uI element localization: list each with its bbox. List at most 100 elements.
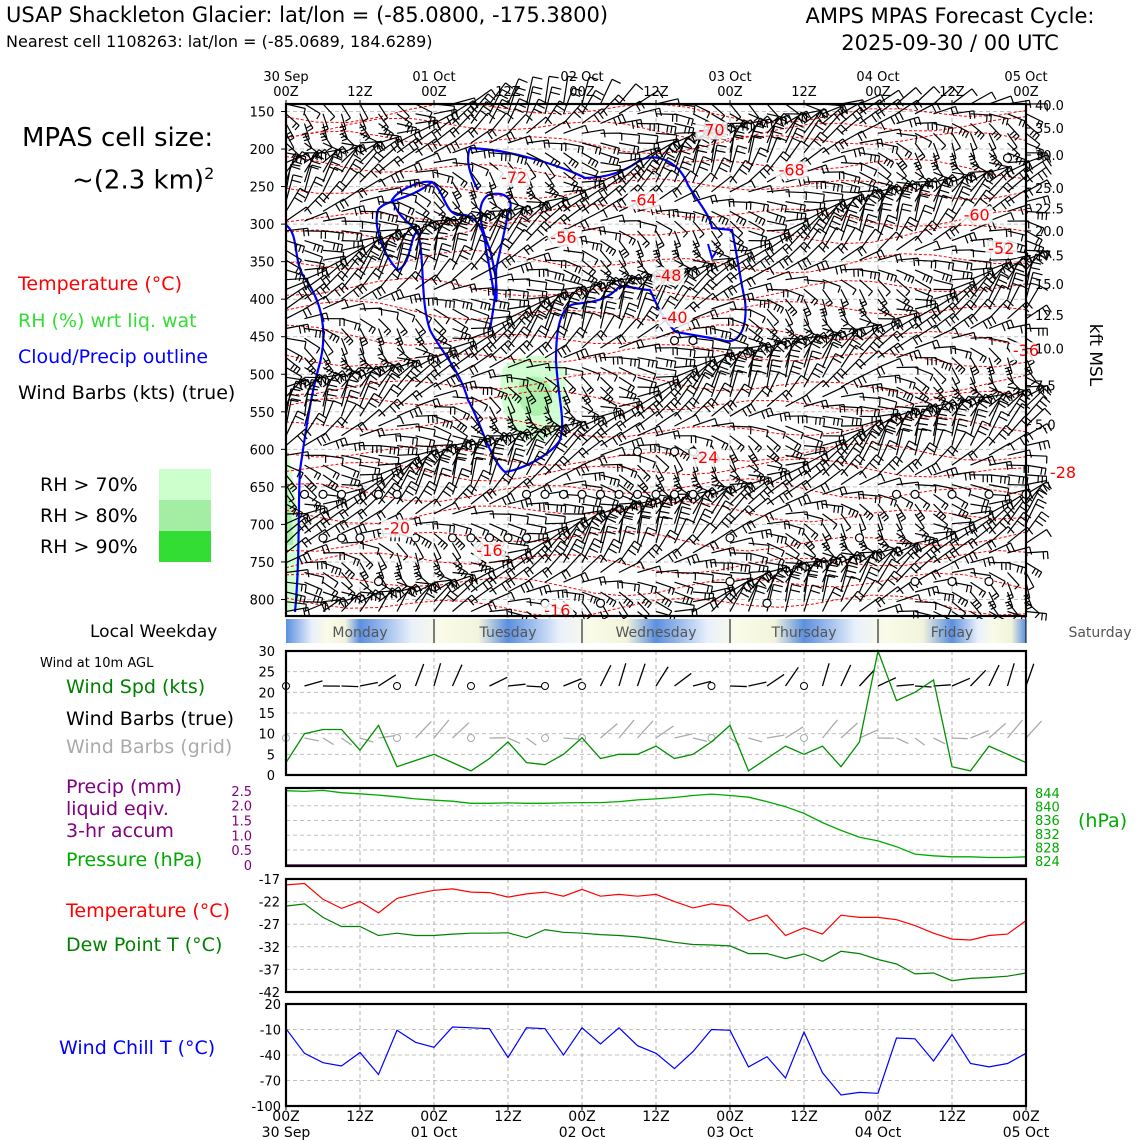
wind-barb-feather — [362, 303, 366, 312]
wind-barb — [285, 187, 301, 212]
wind-barb-feather — [519, 300, 521, 308]
wind-barb — [470, 191, 478, 208]
wind-barb-feather — [613, 147, 617, 154]
wind-barb-feather — [342, 145, 349, 154]
wind-barb — [951, 386, 965, 400]
wind-barb-feather — [688, 275, 697, 282]
wind-barb — [378, 123, 394, 135]
wind-barb-feather — [302, 228, 305, 237]
wind-barb-feather — [843, 404, 846, 413]
wind-barb-feather — [916, 235, 923, 244]
legend-rh90-swatch — [159, 531, 211, 562]
wind-barb — [341, 257, 358, 281]
wind-barb-feather — [916, 315, 923, 324]
wind-barb — [766, 349, 772, 378]
wind-barb-feather — [623, 253, 630, 259]
wind-barb-feather — [1001, 323, 1006, 332]
wind-barb — [655, 122, 677, 128]
wind-barb-feather — [547, 420, 553, 425]
wind-barb — [766, 435, 781, 448]
wind-barb-feather — [397, 203, 400, 211]
wind-barb-feather — [360, 283, 368, 292]
wind-barb-feather — [643, 474, 649, 480]
wind-barb-feather — [390, 235, 400, 241]
wind-barb-feather — [517, 398, 522, 404]
wind-barb-feather — [462, 412, 467, 420]
wind-barb — [618, 160, 641, 173]
wind-barb — [563, 171, 579, 184]
wind-barb — [859, 249, 882, 261]
wind-barb-feather — [742, 408, 748, 417]
wind-barb — [896, 298, 914, 309]
wind-barb-feather — [973, 232, 978, 241]
wind-barb-feather — [842, 323, 849, 327]
temperature-contour — [285, 372, 1027, 396]
wind-barb-feather — [306, 481, 313, 487]
wind-barb — [970, 113, 992, 116]
wind-barb — [914, 132, 932, 143]
wind-barb-feather — [1041, 476, 1044, 484]
wind-barb-feather — [693, 370, 701, 379]
wind-barb-feather — [325, 312, 330, 321]
wind-barb-feather — [843, 264, 847, 273]
wind-barb-feather — [399, 416, 405, 425]
wind-barb-feather — [825, 260, 830, 269]
wind-barb-feather — [962, 185, 973, 191]
wind-barb — [415, 435, 435, 442]
wind-barb-feather — [752, 358, 763, 362]
wind-barb — [544, 120, 567, 134]
wind-barb-feather — [308, 357, 314, 363]
wind-barb — [692, 356, 715, 359]
wind-barb-feather — [435, 382, 442, 391]
wind-barb — [488, 415, 499, 431]
wind-barb-feather — [1021, 419, 1029, 427]
wind-barb-feather — [1026, 175, 1034, 183]
wind-barb-feather — [901, 208, 912, 212]
wind-barb-feather — [605, 246, 611, 253]
wind-barb — [729, 230, 744, 243]
wind-barb — [988, 442, 1011, 456]
wind-barb-feather — [501, 88, 511, 95]
wind-barb-feather — [848, 219, 858, 224]
wind-barb-feather — [620, 176, 627, 185]
wind-barb — [896, 334, 918, 349]
wind-barb — [526, 201, 549, 212]
wind-barb-feather — [1037, 246, 1041, 253]
wind-barb-feather — [427, 317, 433, 324]
wind-barb-feather — [455, 279, 460, 288]
wind-barb — [581, 249, 599, 261]
wind-barb-feather — [418, 293, 422, 302]
wind-barb — [544, 279, 565, 285]
wind-barb — [600, 197, 622, 212]
wind-barb-feather — [293, 196, 303, 203]
wind-barb-feather — [944, 363, 949, 370]
wind-barb — [803, 379, 824, 398]
wind-barb — [451, 245, 465, 271]
wind-barb-feather — [721, 217, 726, 225]
wind-barb-feather — [501, 212, 510, 220]
wind-barb-feather — [592, 312, 602, 318]
wind-barb — [489, 288, 511, 292]
wind-barb — [655, 208, 678, 212]
wind-barb — [618, 281, 626, 310]
wind-barb-feather — [301, 151, 310, 158]
wind-barb-feather — [541, 344, 549, 353]
wind-barb-feather — [950, 284, 954, 292]
wind-barb-feather — [872, 384, 875, 393]
wind-barb-feather — [396, 398, 404, 407]
wind-barb — [859, 396, 881, 400]
wind-barb-feather — [427, 298, 430, 306]
wind-barb-feather — [880, 249, 886, 258]
wind-barb-feather — [973, 332, 977, 341]
wind-barb — [951, 280, 975, 290]
wind-barb-feather — [991, 130, 997, 136]
wind-barb-feather — [318, 262, 321, 271]
wind-barb — [711, 240, 725, 254]
wind-barb-feather — [433, 369, 441, 377]
wind-barb-feather — [579, 288, 586, 297]
wind-barb-feather — [445, 300, 447, 308]
wind-barb-feather — [429, 116, 432, 124]
wind-barb-feather — [977, 395, 983, 402]
wind-barb-feather — [876, 337, 884, 345]
wind-barb-feather — [860, 116, 867, 125]
